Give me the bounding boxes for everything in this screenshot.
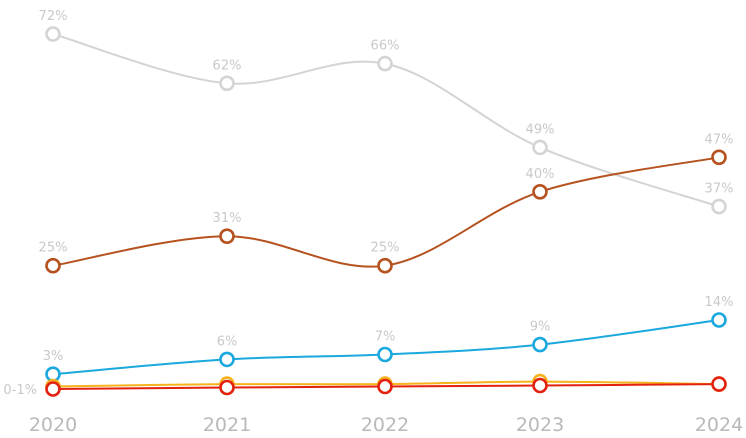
data-point-1-4 xyxy=(711,149,727,166)
data-label-2-0: 3% xyxy=(43,349,64,364)
data-label-0-2: 66% xyxy=(371,39,400,54)
data-point-4-3 xyxy=(532,377,548,394)
data-label-0-3: 49% xyxy=(526,122,555,137)
data-label-1-1: 31% xyxy=(213,211,242,226)
series-points xyxy=(45,26,727,397)
data-point-1-2 xyxy=(377,257,393,274)
data-point-4-1 xyxy=(219,379,235,396)
data-label-1-2: 25% xyxy=(371,241,400,256)
data-label-2-3: 9% xyxy=(530,320,551,335)
x-axis: 2020 2021 2022 2023 2024 xyxy=(29,414,743,436)
data-point-4-0 xyxy=(45,381,61,397)
data-label-2-2: 7% xyxy=(375,330,396,345)
data-labels: 72% 62% 66% 49% 37% 25% 31% 25% 40% 47% 3% 6% 7% 9% 14… xyxy=(3,9,733,398)
data-point-1-0 xyxy=(45,257,61,274)
data-point-2-3 xyxy=(532,336,548,353)
x-tick-label-2021: 2021 xyxy=(203,414,251,436)
data-point-0-2 xyxy=(377,55,393,72)
data-label-2-1: 6% xyxy=(217,334,238,349)
data-label-1-3: 40% xyxy=(526,167,555,182)
data-label-0-1: 62% xyxy=(213,58,242,73)
data-label-2-4: 14% xyxy=(705,295,734,310)
x-tick-label-2024: 2024 xyxy=(695,414,743,436)
data-point-0-1 xyxy=(219,75,235,92)
data-point-0-4 xyxy=(711,198,727,215)
x-tick-label-2023: 2023 xyxy=(516,414,564,436)
data-point-4-2 xyxy=(377,378,393,395)
data-point-1-1 xyxy=(219,228,235,244)
data-label-4-0: 0-1% xyxy=(3,383,37,398)
data-label-1-0: 25% xyxy=(39,241,68,256)
data-label-1-4: 47% xyxy=(705,132,734,147)
data-label-0-0: 72% xyxy=(39,9,68,24)
data-point-1-3 xyxy=(532,184,548,200)
x-tick-label-2022: 2022 xyxy=(361,414,409,436)
data-point-2-4 xyxy=(711,312,727,328)
data-point-0-3 xyxy=(532,139,548,156)
data-point-2-2 xyxy=(377,346,393,363)
data-point-0-0 xyxy=(45,26,61,42)
data-label-0-4: 37% xyxy=(705,182,734,197)
x-tick-label-2020: 2020 xyxy=(29,414,77,436)
data-point-2-1 xyxy=(219,351,235,368)
data-point-4-4 xyxy=(711,376,727,392)
